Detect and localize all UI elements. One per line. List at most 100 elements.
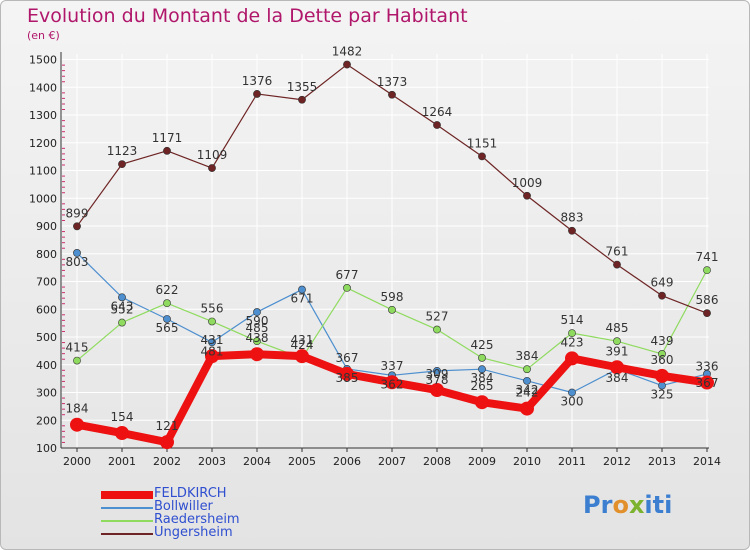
data-label-raedersheim: 598 (381, 290, 404, 304)
logo-letter: x (628, 491, 645, 519)
x-tick-label: 2006 (333, 455, 361, 468)
data-label-raedersheim: 415 (66, 341, 89, 355)
data-label-raedersheim: 424 (291, 338, 314, 352)
y-tick-label: 700 (36, 276, 57, 289)
logo-letter: r (600, 491, 613, 519)
data-label-bollwiller: 385 (336, 371, 359, 385)
logo-letter: i (644, 491, 653, 519)
data-point-bollwiller (253, 308, 261, 316)
data-label-ungersheim: 1373 (377, 75, 408, 89)
data-point-feldkirch (295, 349, 309, 364)
data-label-feldkirch: 431 (291, 333, 314, 347)
data-point-ungersheim (703, 309, 711, 318)
data-label-feldkirch: 309 (426, 367, 449, 381)
data-point-bollwiller (568, 388, 576, 397)
data-point-ungersheim (658, 291, 666, 300)
data-point-raedersheim (568, 329, 576, 338)
data-point-feldkirch (430, 383, 444, 398)
data-point-feldkirch (115, 426, 129, 441)
data-label-feldkirch: 265 (471, 379, 494, 393)
data-point-feldkirch (250, 347, 264, 362)
logo-letter: P (583, 491, 601, 519)
data-label-bollwiller: 325 (651, 388, 674, 402)
data-label-raedersheim: 485 (246, 321, 269, 335)
x-tick-label: 2014 (693, 455, 721, 468)
data-label-feldkirch: 367 (336, 351, 359, 365)
data-point-ungersheim (73, 222, 81, 231)
logo-letter: i (664, 491, 673, 519)
data-point-feldkirch (385, 375, 399, 390)
data-label-ungersheim: 1482 (332, 45, 363, 59)
data-label-bollwiller: 803 (66, 255, 89, 269)
data-label-ungersheim: 1123 (107, 144, 138, 158)
data-label-ungersheim: 899 (66, 206, 89, 220)
logo-letter: o (612, 491, 629, 519)
y-tick-label: 600 (36, 303, 57, 316)
data-point-ungersheim (298, 95, 306, 104)
data-point-ungersheim (433, 121, 441, 129)
x-tick-label: 2002 (153, 455, 181, 468)
x-tick-label: 2004 (243, 455, 271, 468)
data-point-bollwiller (433, 366, 441, 375)
data-label-feldkirch: 336 (696, 360, 719, 374)
data-label-raedersheim: 622 (156, 283, 179, 297)
data-label-ungersheim: 1009 (512, 176, 543, 190)
legend-label-raedersheim: Raedersheim (154, 512, 240, 527)
data-label-bollwiller: 481 (201, 344, 224, 358)
data-label-bollwiller: 342 (516, 383, 539, 397)
data-point-raedersheim (523, 365, 531, 374)
y-tick-label: 100 (36, 442, 57, 455)
x-tick-label: 2009 (468, 455, 496, 468)
data-point-feldkirch (655, 368, 669, 383)
data-point-raedersheim (613, 337, 621, 346)
data-point-feldkirch (205, 349, 219, 364)
x-tick-label: 2008 (423, 455, 451, 468)
data-label-ungersheim: 1264 (422, 105, 453, 119)
data-point-feldkirch (475, 395, 489, 410)
data-point-raedersheim (73, 356, 81, 365)
y-tick-label: 1100 (29, 165, 57, 178)
data-label-ungersheim: 586 (696, 293, 719, 307)
data-label-feldkirch: 242 (516, 386, 539, 400)
data-point-bollwiller (298, 285, 306, 294)
x-tick-label: 2012 (603, 455, 631, 468)
data-label-bollwiller: 362 (381, 377, 404, 391)
data-point-feldkirch (610, 360, 624, 375)
data-point-raedersheim (703, 266, 711, 275)
data-label-raedersheim: 527 (426, 310, 449, 324)
data-point-bollwiller (118, 293, 126, 302)
data-label-raedersheim: 439 (651, 334, 674, 348)
data-point-ungersheim (208, 164, 216, 172)
data-point-ungersheim (568, 226, 576, 235)
data-label-ungersheim: 649 (651, 276, 674, 290)
data-point-bollwiller (208, 338, 216, 347)
y-tick-label: 400 (36, 359, 57, 372)
data-point-ungersheim (478, 152, 486, 161)
data-point-raedersheim (388, 305, 396, 314)
data-label-bollwiller: 590 (246, 314, 269, 328)
x-tick-label: 2011 (558, 455, 586, 468)
y-tick-label: 1200 (29, 137, 57, 150)
legend-label-ungersheim: Ungersheim (154, 525, 233, 540)
data-point-bollwiller (73, 249, 81, 257)
data-point-raedersheim (433, 325, 441, 334)
data-point-bollwiller (163, 315, 171, 323)
data-label-bollwiller: 384 (471, 371, 494, 385)
legend-label-bollwiller: Bollwiller (154, 499, 213, 514)
data-point-ungersheim (523, 191, 531, 200)
data-label-raedersheim: 556 (201, 301, 224, 315)
data-label-raedersheim: 384 (516, 349, 539, 363)
data-label-feldkirch: 391 (606, 344, 629, 358)
data-point-feldkirch (565, 351, 579, 366)
data-point-feldkirch (160, 435, 174, 450)
data-point-raedersheim (163, 299, 171, 308)
legend-swatch-bollwiller (101, 507, 153, 509)
data-point-raedersheim (208, 317, 216, 326)
data-point-feldkirch (520, 401, 534, 416)
data-label-bollwiller: 367 (696, 376, 719, 390)
data-point-ungersheim (613, 260, 621, 269)
data-label-bollwiller: 378 (426, 373, 449, 387)
chart-title: Evolution du Montant de la Dette par Hab… (27, 5, 468, 27)
data-point-ungersheim (388, 90, 396, 99)
